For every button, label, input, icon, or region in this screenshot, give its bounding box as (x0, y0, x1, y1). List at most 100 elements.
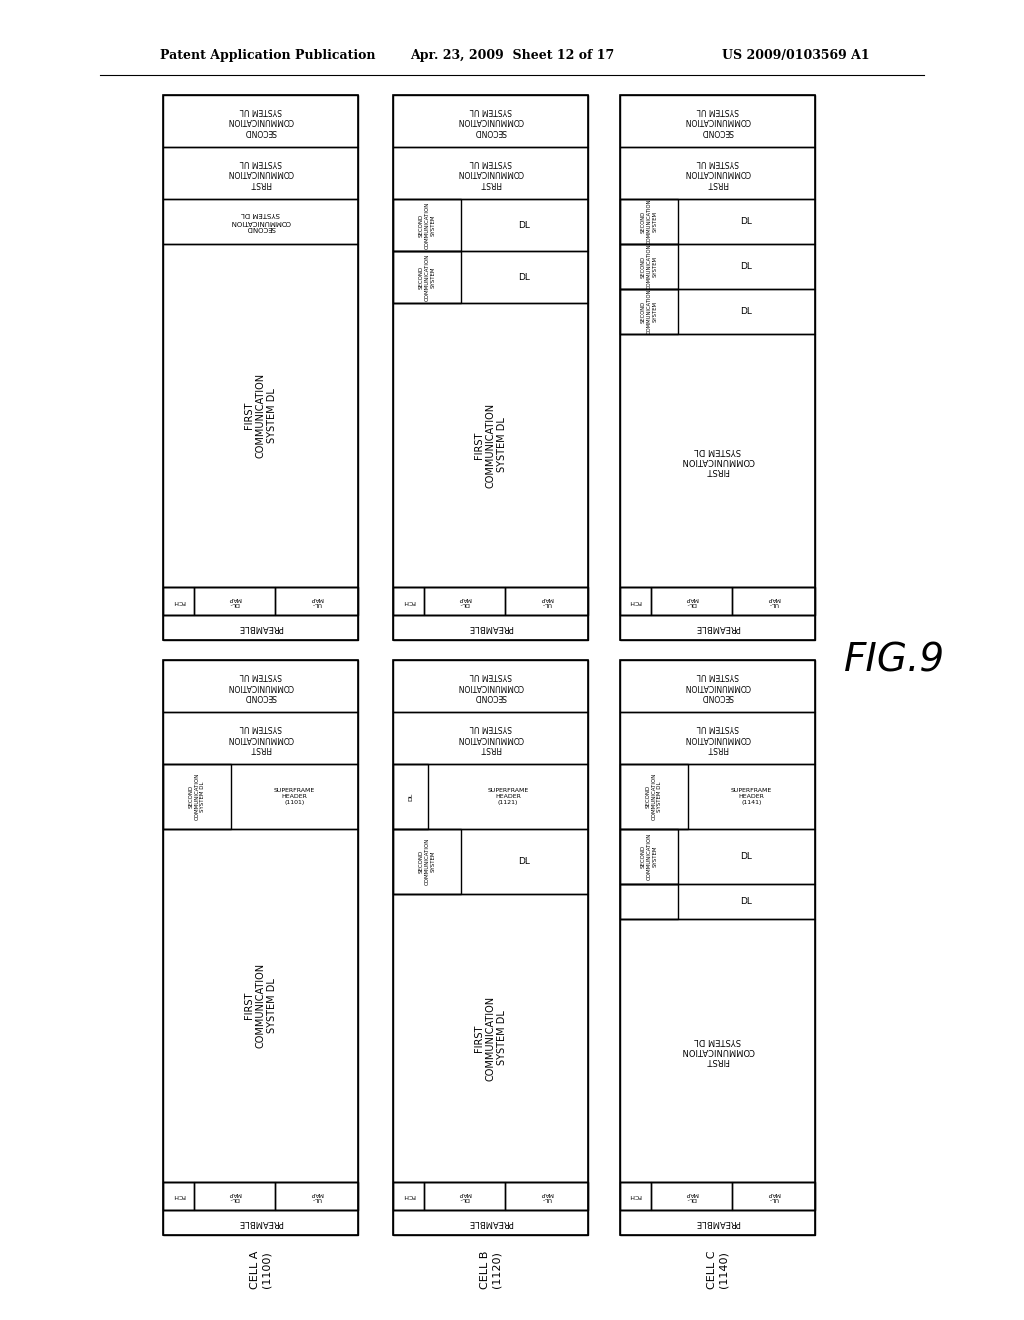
Text: PREAMBLE: PREAMBLE (695, 623, 740, 632)
Text: DL-
MAP: DL- MAP (685, 1191, 698, 1201)
Text: SECOND
COMMUNICATION
SYSTEM: SECOND COMMUNICATION SYSTEM (419, 253, 435, 301)
Text: SECOND
COMMUNICATION
SYSTEM DL: SECOND COMMUNICATION SYSTEM DL (646, 772, 663, 820)
Bar (163, 1210, 358, 1236)
Text: FIRST
COMMUNICATION
SYSTEM DL: FIRST COMMUNICATION SYSTEM DL (681, 446, 755, 475)
Bar (620, 764, 815, 829)
Text: DL: DL (518, 272, 530, 281)
Text: PREAMBLE: PREAMBLE (695, 1218, 740, 1228)
Bar (620, 147, 815, 199)
Bar (620, 199, 815, 244)
Bar (620, 289, 678, 334)
Text: UL-
MAP: UL- MAP (767, 595, 780, 606)
Text: CELL B
(1120): CELL B (1120) (479, 1251, 502, 1290)
Text: UL-
MAP: UL- MAP (310, 1191, 324, 1201)
Text: SECOND
COMMUNICATION
SYSTEM: SECOND COMMUNICATION SYSTEM (641, 244, 657, 289)
Bar (163, 95, 358, 147)
Text: US 2009/0103569 A1: US 2009/0103569 A1 (722, 49, 870, 62)
Bar (620, 289, 815, 334)
Text: SECOND
COMMUNICATION
SYSTEM UL: SECOND COMMUNICATION SYSTEM UL (684, 671, 751, 701)
Text: SECOND
COMMUNICATION
SYSTEM: SECOND COMMUNICATION SYSTEM (641, 289, 657, 334)
Text: Patent Application Publication: Patent Application Publication (160, 49, 376, 62)
Bar (275, 1181, 358, 1210)
Bar (393, 251, 461, 304)
Bar (620, 95, 815, 640)
Text: Apr. 23, 2009  Sheet 12 of 17: Apr. 23, 2009 Sheet 12 of 17 (410, 49, 614, 62)
Bar (620, 884, 678, 919)
Bar (163, 199, 358, 244)
Text: SECOND
COMMUNICATION
SYSTEM DL: SECOND COMMUNICATION SYSTEM DL (230, 211, 291, 231)
Bar (620, 615, 815, 640)
Text: DL-
MAP: DL- MAP (685, 595, 698, 606)
Text: DL: DL (740, 851, 753, 861)
Bar (393, 894, 588, 1181)
Text: DL-
MAP: DL- MAP (228, 1191, 241, 1201)
Bar (620, 1210, 815, 1236)
Bar (163, 1181, 358, 1210)
Bar (393, 304, 588, 587)
Bar (651, 1181, 732, 1210)
Bar (620, 95, 815, 147)
Text: UL-
MAP: UL- MAP (310, 595, 324, 606)
Bar (393, 1181, 588, 1210)
Text: FIRST
COMMUNICATION
SYSTEM DL: FIRST COMMUNICATION SYSTEM DL (474, 403, 507, 487)
Bar (194, 587, 275, 615)
Bar (393, 251, 588, 304)
Text: CELL A
(1100): CELL A (1100) (250, 1251, 271, 1290)
Text: SECOND
COMMUNICATION
SYSTEM: SECOND COMMUNICATION SYSTEM (419, 838, 435, 886)
Bar (620, 587, 651, 615)
Bar (163, 147, 358, 199)
Text: UL-
MAP: UL- MAP (540, 595, 553, 606)
Text: FCH: FCH (402, 598, 415, 603)
Text: SECOND
COMMUNICATION
SYSTEM: SECOND COMMUNICATION SYSTEM (641, 199, 657, 244)
Text: SECOND
COMMUNICATION
SYSTEM: SECOND COMMUNICATION SYSTEM (641, 833, 657, 880)
Text: FIRST
COMMUNICATION
SYSTEM DL: FIRST COMMUNICATION SYSTEM DL (244, 374, 278, 458)
Text: SECOND
COMMUNICATION
SYSTEM UL: SECOND COMMUNICATION SYSTEM UL (684, 106, 751, 136)
Text: FIRST
COMMUNICATION
SYSTEM DL: FIRST COMMUNICATION SYSTEM DL (474, 995, 507, 1081)
Text: DL: DL (740, 216, 753, 226)
Text: DL: DL (740, 898, 753, 906)
Bar (393, 615, 588, 640)
Text: CELL C
(1140): CELL C (1140) (707, 1251, 728, 1290)
Bar (163, 244, 358, 587)
Bar (393, 587, 588, 615)
Text: PREAMBLE: PREAMBLE (468, 1218, 513, 1228)
Bar (163, 764, 358, 829)
Bar (620, 334, 815, 587)
Bar (620, 587, 815, 615)
Text: SECOND
COMMUNICATION
SYSTEM DL: SECOND COMMUNICATION SYSTEM DL (188, 772, 205, 820)
Text: UL-
MAP: UL- MAP (540, 1191, 553, 1201)
Bar (393, 660, 588, 1236)
Bar (620, 829, 815, 884)
Text: SECOND
COMMUNICATION
SYSTEM UL: SECOND COMMUNICATION SYSTEM UL (458, 106, 523, 136)
Text: DL: DL (518, 220, 530, 230)
Bar (620, 884, 815, 919)
Text: PREAMBLE: PREAMBLE (238, 623, 283, 632)
Text: FIRST
COMMUNICATION
SYSTEM UL: FIRST COMMUNICATION SYSTEM UL (458, 158, 523, 187)
Text: FCH: FCH (172, 1193, 185, 1199)
Text: FCH: FCH (402, 1193, 415, 1199)
Bar (163, 660, 358, 711)
Bar (163, 711, 358, 764)
Text: FCH: FCH (172, 598, 185, 603)
Bar (393, 764, 588, 829)
Text: DL: DL (408, 792, 413, 801)
Bar (505, 587, 588, 615)
Bar (620, 244, 678, 289)
Bar (393, 764, 428, 829)
Text: FIG.9: FIG.9 (845, 642, 945, 678)
Text: DL: DL (740, 308, 753, 315)
Bar (393, 1181, 424, 1210)
Text: SECOND
COMMUNICATION
SYSTEM UL: SECOND COMMUNICATION SYSTEM UL (227, 671, 294, 701)
Text: SECOND
COMMUNICATION
SYSTEM UL: SECOND COMMUNICATION SYSTEM UL (458, 671, 523, 701)
Bar (651, 587, 732, 615)
Bar (620, 1181, 651, 1210)
Bar (163, 764, 231, 829)
Bar (620, 244, 815, 289)
Text: FIRST
COMMUNICATION
SYSTEM UL: FIRST COMMUNICATION SYSTEM UL (684, 158, 751, 187)
Bar (393, 95, 588, 147)
Text: FIRST
COMMUNICATION
SYSTEM UL: FIRST COMMUNICATION SYSTEM UL (684, 723, 751, 752)
Bar (163, 1181, 194, 1210)
Bar (393, 95, 588, 640)
Text: PREAMBLE: PREAMBLE (238, 1218, 283, 1228)
Bar (620, 829, 678, 884)
